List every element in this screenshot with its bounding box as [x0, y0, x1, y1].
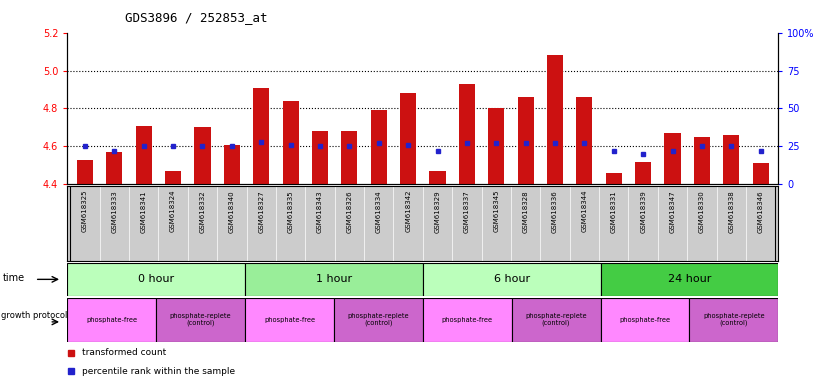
Bar	[690, 298, 778, 342]
Text: GSM618339: GSM618339	[640, 190, 646, 233]
Text: GSM618340: GSM618340	[229, 190, 235, 233]
Bar	[253, 88, 269, 184]
Bar	[423, 298, 511, 342]
Bar	[282, 101, 299, 184]
Bar	[694, 137, 710, 184]
Text: GSM618333: GSM618333	[112, 190, 117, 233]
Text: GSM618335: GSM618335	[287, 190, 294, 233]
Text: GSM618330: GSM618330	[699, 190, 705, 233]
Text: GSM618324: GSM618324	[170, 190, 176, 232]
Text: time: time	[3, 273, 25, 283]
Bar	[67, 298, 156, 342]
Bar	[635, 162, 651, 184]
Text: growth protocol: growth protocol	[2, 311, 67, 320]
Text: phosphate-replete
(control): phosphate-replete (control)	[703, 313, 764, 326]
Bar	[606, 173, 621, 184]
Text: GSM618325: GSM618325	[82, 190, 88, 232]
Text: phosphate-free: phosphate-free	[619, 317, 671, 323]
Text: GSM618334: GSM618334	[376, 190, 382, 233]
Bar	[135, 126, 152, 184]
Text: percentile rank within the sample: percentile rank within the sample	[81, 367, 235, 376]
Text: GSM618338: GSM618338	[728, 190, 734, 233]
Bar	[753, 164, 768, 184]
Bar	[576, 97, 593, 184]
Bar	[488, 109, 504, 184]
Text: GSM618347: GSM618347	[670, 190, 676, 233]
Text: GSM618341: GSM618341	[140, 190, 147, 233]
Text: GSM618326: GSM618326	[346, 190, 352, 233]
Text: GSM618336: GSM618336	[552, 190, 558, 233]
Bar	[517, 97, 534, 184]
Text: 24 hour: 24 hour	[667, 274, 711, 285]
Text: GSM618337: GSM618337	[464, 190, 470, 233]
Text: phosphate-free: phosphate-free	[442, 317, 493, 323]
Bar	[423, 263, 601, 296]
Text: phosphate-replete
(control): phosphate-replete (control)	[170, 313, 232, 326]
Bar	[312, 131, 328, 184]
Text: GSM618346: GSM618346	[758, 190, 764, 233]
Bar	[106, 152, 122, 184]
Bar	[245, 298, 334, 342]
Text: phosphate-free: phosphate-free	[264, 317, 315, 323]
Bar	[77, 160, 93, 184]
Text: GSM618332: GSM618332	[200, 190, 205, 233]
Text: phosphate-replete
(control): phosphate-replete (control)	[525, 313, 587, 326]
Text: phosphate-free: phosphate-free	[86, 317, 137, 323]
Bar	[664, 133, 681, 184]
Text: GSM618331: GSM618331	[611, 190, 617, 233]
Bar	[334, 298, 423, 342]
Bar	[601, 298, 690, 342]
Bar	[156, 298, 245, 342]
Bar	[723, 135, 740, 184]
Text: GSM618345: GSM618345	[493, 190, 499, 232]
Bar	[370, 110, 387, 184]
Bar	[547, 55, 563, 184]
Bar	[511, 298, 601, 342]
Text: GSM618342: GSM618342	[405, 190, 411, 232]
Bar	[601, 263, 778, 296]
Bar	[400, 93, 416, 184]
Text: GDS3896 / 252853_at: GDS3896 / 252853_at	[125, 11, 268, 24]
Text: GSM618327: GSM618327	[259, 190, 264, 233]
Text: 0 hour: 0 hour	[138, 274, 174, 285]
Text: GSM618328: GSM618328	[523, 190, 529, 233]
Bar	[245, 263, 423, 296]
Bar	[459, 84, 475, 184]
Text: GSM618344: GSM618344	[581, 190, 587, 232]
Text: 1 hour: 1 hour	[316, 274, 352, 285]
Bar	[165, 171, 181, 184]
Text: phosphate-replete
(control): phosphate-replete (control)	[347, 313, 409, 326]
Text: 6 hour: 6 hour	[493, 274, 530, 285]
Bar	[67, 263, 245, 296]
Text: GSM618329: GSM618329	[434, 190, 441, 233]
Bar	[342, 131, 357, 184]
Text: transformed count: transformed count	[81, 348, 166, 357]
Bar	[195, 127, 210, 184]
Bar	[429, 171, 446, 184]
Text: GSM618343: GSM618343	[317, 190, 323, 233]
Bar	[224, 144, 240, 184]
